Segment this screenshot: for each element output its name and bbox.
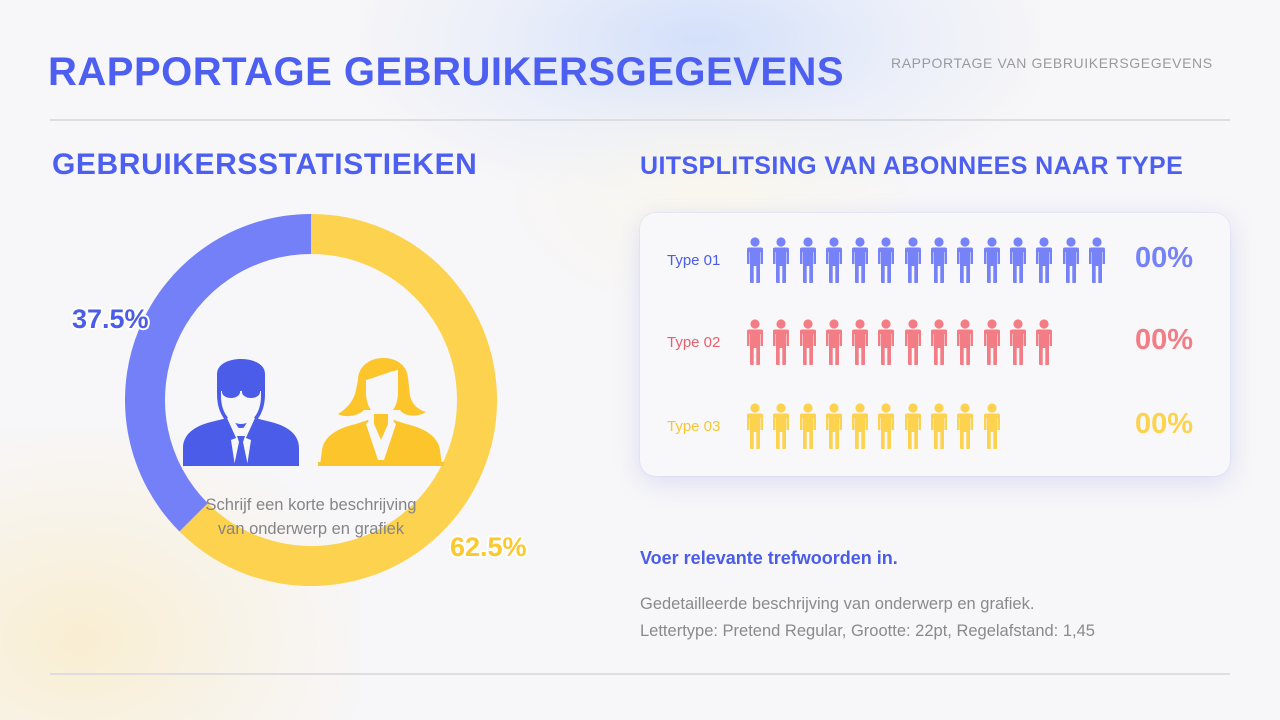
donut-chart-svg xyxy=(125,214,497,586)
person-icon xyxy=(825,237,842,283)
person-icon xyxy=(1036,237,1053,283)
row-percent: 00% xyxy=(1135,242,1194,274)
person-icon xyxy=(931,237,948,283)
subscriber-breakdown-title: UITSPLITSING VAN ABONNEES NAAR TYPE xyxy=(640,152,1184,180)
person-icon xyxy=(878,319,895,365)
page-subtitle: RAPPORTAGE VAN GEBRUIKERSGEGEVENS xyxy=(891,55,1213,71)
keywords-description: Gedetailleerde beschrijving van onderwer… xyxy=(640,591,1095,645)
donut-segment-blue xyxy=(125,214,312,532)
person-icon xyxy=(747,403,763,449)
person-icon xyxy=(1036,319,1053,365)
row-label: Type 02 xyxy=(667,334,721,351)
person-icon xyxy=(983,237,1000,283)
person-icon xyxy=(852,319,869,365)
person-icon xyxy=(799,237,816,283)
person-icon xyxy=(931,403,948,449)
keywords-description-line2: Lettertype: Pretend Regular, Grootte: 22… xyxy=(640,622,1095,640)
person-icon xyxy=(904,319,921,365)
person-icon xyxy=(931,319,948,365)
pictogram-row-type-02: Type 02 00% xyxy=(640,295,1230,365)
donut-segment-yellow xyxy=(179,214,497,586)
row-percent: 00% xyxy=(1135,408,1194,440)
person-icon xyxy=(904,403,921,449)
row-label: Type 01 xyxy=(667,252,721,269)
user-stats-title: GEBRUIKERSSTATISTIEKEN xyxy=(52,148,478,181)
person-icon xyxy=(852,237,869,283)
figure-group xyxy=(744,237,1108,285)
donut-description-line2: van onderwerp en grafiek xyxy=(217,520,405,538)
donut-chart xyxy=(125,214,497,586)
person-icon xyxy=(747,319,763,365)
person-icon xyxy=(1009,319,1026,365)
person-icon xyxy=(957,403,974,449)
person-icon xyxy=(799,403,816,449)
person-icon xyxy=(825,403,842,449)
person-icon xyxy=(773,403,790,449)
figure-group xyxy=(744,403,1003,451)
row-label: Type 03 xyxy=(667,418,721,435)
person-icon xyxy=(747,237,763,283)
bottom-divider xyxy=(50,673,1230,675)
person-icon xyxy=(773,319,790,365)
female-avatar-icon xyxy=(318,357,444,466)
figure-group xyxy=(744,319,1055,367)
pictogram-row-type-01: Type 01 00% xyxy=(640,213,1230,283)
person-icon xyxy=(957,319,974,365)
pictogram-card: Type 01 00% Type 02 00% Type 03 00% xyxy=(640,213,1230,476)
page-title: RAPPORTAGE GEBRUIKERSGEGEVENS xyxy=(48,50,845,94)
person-icon xyxy=(983,319,1000,365)
keywords-title: Voer relevante trefwoorden in. xyxy=(640,548,898,568)
male-avatar-icon xyxy=(183,359,299,466)
person-icon xyxy=(799,319,816,365)
person-icon xyxy=(904,237,921,283)
donut-description-line1: Schrijf een korte beschrijving xyxy=(205,496,417,514)
donut-label-blue: 37.5% xyxy=(72,304,149,334)
person-icon xyxy=(1009,237,1026,283)
person-icon xyxy=(773,237,790,283)
person-icon xyxy=(852,403,869,449)
keywords-description-line1: Gedetailleerde beschrijving van onderwer… xyxy=(640,595,1035,613)
donut-label-yellow: 62.5% xyxy=(450,532,527,562)
person-icon xyxy=(878,403,895,449)
top-divider xyxy=(50,119,1230,121)
person-icon xyxy=(957,237,974,283)
person-icon xyxy=(983,403,1000,449)
donut-description: Schrijf een korte beschrijving van onder… xyxy=(171,493,451,541)
person-icon xyxy=(1088,237,1105,283)
pictogram-row-type-03: Type 03 00% xyxy=(640,379,1230,449)
person-icon xyxy=(1062,237,1079,283)
row-percent: 00% xyxy=(1135,324,1194,356)
person-icon xyxy=(825,319,842,365)
person-icon xyxy=(878,237,895,283)
